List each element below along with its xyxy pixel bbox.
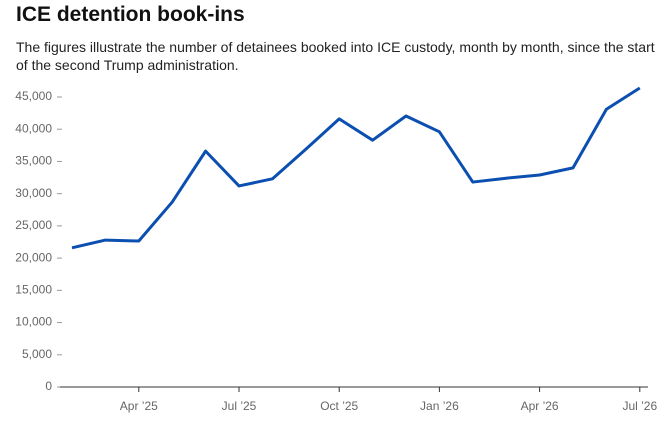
y-tick-label: 35,000 xyxy=(15,154,52,168)
y-tick-label: 5,000 xyxy=(22,347,52,361)
y-tick-label: 45,000 xyxy=(15,89,52,103)
x-tick-label: Jul ’26 xyxy=(622,399,657,413)
y-tick-label: 25,000 xyxy=(15,218,52,232)
data-line xyxy=(71,86,641,250)
y-tick-label: 0 xyxy=(45,379,52,393)
y-tick-label: 40,000 xyxy=(15,121,52,135)
x-tick-label: Apr ’25 xyxy=(120,399,158,413)
y-tick-label: 30,000 xyxy=(15,186,52,200)
x-tick-label: Jul ’25 xyxy=(222,399,257,413)
x-tick-label: Jan ’26 xyxy=(420,399,459,413)
x-tick-label: Oct ’25 xyxy=(320,399,358,413)
y-tick-label: 20,000 xyxy=(15,250,52,264)
y-tick-label: 15,000 xyxy=(15,283,52,297)
chart-title: ICE detention book-ins xyxy=(16,3,245,26)
y-tick-label: 10,000 xyxy=(15,315,52,329)
chart-subtitle: The figures illustrate the number of det… xyxy=(16,39,655,73)
x-tick-label: Apr ’26 xyxy=(521,399,559,413)
